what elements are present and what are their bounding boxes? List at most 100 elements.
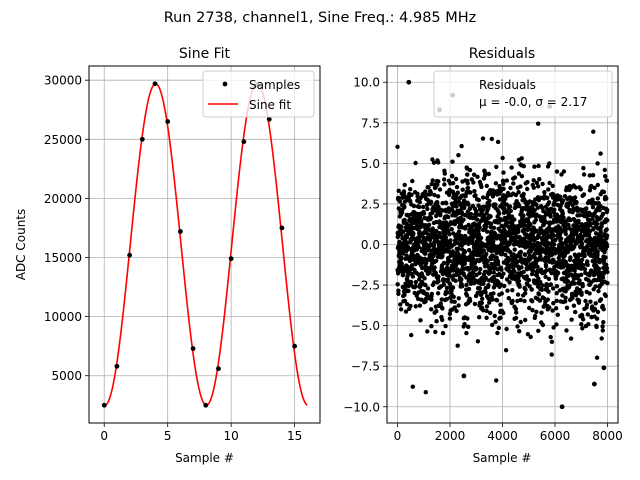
residual-point [515, 324, 520, 329]
residual-point [496, 325, 501, 331]
residual-point [398, 224, 404, 229]
residual-point [403, 309, 409, 314]
residual-point [590, 197, 595, 202]
residual-point [502, 283, 507, 289]
sample-point-15 [292, 343, 298, 349]
residual-point [402, 199, 407, 204]
residual-point [508, 208, 513, 214]
residual-point [549, 339, 555, 344]
residual-point [516, 278, 522, 284]
residual-point [411, 231, 416, 236]
residual-point [598, 230, 603, 235]
residual-point [580, 284, 585, 289]
residual-point [519, 156, 524, 161]
residual-point [551, 301, 556, 306]
sine-fit-ytick-label-0: 5000 [51, 369, 82, 383]
residual-point [585, 259, 590, 264]
residual-point [507, 204, 513, 209]
residual-point [535, 205, 540, 210]
residual-point [528, 256, 533, 261]
residual-point [513, 306, 519, 312]
residual-point [396, 291, 401, 296]
residual-point [551, 242, 557, 247]
residual-point [560, 211, 565, 216]
residual-point [499, 291, 504, 296]
residual-point [522, 298, 527, 304]
residual-point [397, 199, 403, 204]
sine-fit-ytick-label-5: 30000 [44, 74, 82, 88]
residuals-ytick-label-0: −10.0 [343, 400, 380, 414]
residuals-title: Residuals [469, 46, 535, 62]
residual-point [494, 378, 499, 383]
sample-point-5 [165, 119, 171, 124]
residual-point [541, 232, 547, 237]
residual-point [413, 160, 418, 166]
residuals-points-layer [395, 79, 610, 410]
residual-point [488, 270, 493, 275]
residual-point [600, 324, 605, 329]
sample-point-10 [228, 256, 234, 262]
residual-point [546, 276, 552, 282]
residual-point [526, 277, 532, 283]
residual-point [501, 271, 506, 276]
residual-point [400, 195, 405, 200]
sample-point-3 [139, 136, 145, 142]
sine-fit-ytick-label-3: 20000 [44, 192, 82, 206]
sample-point-6 [177, 229, 183, 234]
residual-point [547, 305, 552, 310]
residual-point [475, 339, 481, 344]
residual-point [445, 290, 450, 295]
residual-point [433, 329, 438, 335]
residual-point [445, 277, 451, 282]
residual-point [604, 227, 609, 232]
residual-point [433, 270, 438, 276]
residual-point [447, 258, 453, 264]
residual-point [455, 343, 460, 348]
residual-point [521, 164, 526, 169]
residuals-ytick-label-4: 0.0 [361, 238, 380, 252]
residual-point [405, 274, 410, 279]
residual-point [396, 288, 401, 293]
residual-point [440, 271, 446, 277]
sine-fit-panel: Sine Fit 0 5 10 15 5000 10000 15000 20000 25000 3… [14, 46, 321, 465]
residual-point [408, 279, 414, 285]
residual-point [540, 181, 545, 187]
residual-point [587, 173, 592, 178]
residual-point [478, 266, 483, 272]
residual-point [580, 326, 585, 331]
residual-point [504, 277, 510, 282]
residual-point [475, 217, 480, 222]
residual-point [593, 284, 598, 289]
residual-point [494, 298, 500, 303]
residual-point [483, 275, 488, 281]
residual-point [501, 310, 506, 316]
residual-point [423, 282, 428, 288]
residual-point [476, 197, 481, 203]
residual-point [471, 172, 477, 177]
residual-point [515, 298, 520, 304]
residual-point [561, 169, 567, 174]
residual-point [594, 324, 599, 330]
residual-point [585, 262, 590, 268]
residual-point [428, 199, 434, 204]
residual-point [481, 308, 486, 313]
residual-point [450, 159, 455, 164]
residual-point [554, 169, 560, 174]
residual-point [464, 282, 469, 288]
residual-point [582, 253, 587, 259]
residual-point [601, 307, 606, 312]
residual-point [472, 301, 478, 307]
residual-point [428, 190, 433, 195]
residual-point [425, 206, 430, 212]
residual-point [568, 217, 573, 223]
residual-point [398, 302, 403, 307]
residual-point [486, 283, 491, 288]
residual-point [466, 324, 471, 329]
residual-point [452, 221, 458, 227]
residual-point [523, 317, 528, 323]
residual-point [583, 298, 588, 304]
residual-point [518, 319, 523, 325]
residual-point [528, 222, 533, 227]
residual-point [533, 217, 539, 223]
